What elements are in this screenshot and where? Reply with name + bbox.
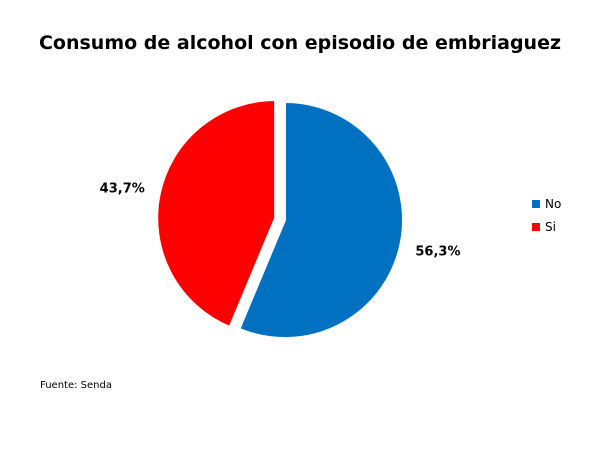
data-label-no: 56,3% bbox=[415, 245, 460, 260]
pie-slice-no bbox=[238, 100, 404, 339]
source-note: Fuente: Senda bbox=[40, 380, 112, 391]
legend-label-no: No bbox=[545, 197, 561, 211]
chart-title: Consumo de alcohol con episodio de embri… bbox=[38, 32, 562, 54]
pie-slice-si bbox=[156, 99, 277, 329]
legend-swatch-no bbox=[532, 200, 540, 208]
legend-swatch-si bbox=[532, 223, 540, 231]
legend-label-si: Si bbox=[545, 220, 556, 234]
data-label-si: 43,7% bbox=[100, 181, 145, 196]
